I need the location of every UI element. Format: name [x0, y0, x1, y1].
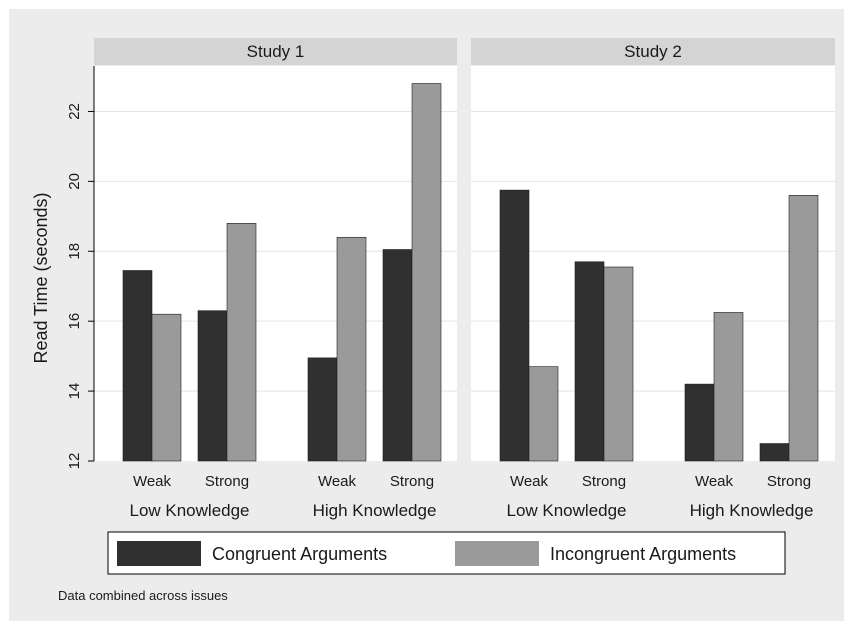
bar-congruent	[574, 261, 605, 462]
category-label: Strong	[205, 473, 249, 490]
bar-incongruent	[788, 195, 819, 462]
legend-swatch-incongruent	[455, 541, 539, 566]
bar-congruent	[759, 443, 790, 462]
category-label: Strong	[390, 473, 434, 490]
category-label: Strong	[767, 473, 811, 490]
panel-strip	[471, 38, 835, 65]
bar-incongruent	[336, 236, 367, 462]
y-axis-title: Read Time (seconds)	[31, 192, 51, 363]
group-label: High Knowledge	[313, 501, 437, 520]
bar-incongruent	[528, 366, 559, 462]
group-label: High Knowledge	[690, 501, 814, 520]
bar-incongruent	[603, 266, 634, 462]
panels-layer: Study 1 Weak Strong Low Knowledge Weak Strong…	[94, 38, 835, 520]
bar-congruent	[684, 383, 715, 462]
panel-title: Study 2	[624, 42, 682, 61]
y-tick-label: 16	[66, 313, 83, 330]
panel-2: Study 2 Weak Strong Low Knowledge Weak Strong…	[471, 38, 835, 520]
y-tick-label: 14	[66, 383, 83, 400]
bar-congruent	[382, 249, 413, 462]
legend-swatch-congruent	[117, 541, 201, 566]
y-tick-label: 20	[66, 173, 83, 190]
y-tick-label: 18	[66, 243, 83, 260]
category-label: Weak	[133, 473, 172, 490]
legend: Congruent Arguments Incongruent Argument…	[107, 531, 786, 575]
panel-1: Study 1 Weak Strong Low Knowledge Weak Strong…	[94, 38, 457, 520]
category-label: Weak	[318, 473, 357, 490]
category-label: Weak	[510, 473, 549, 490]
bar-incongruent	[151, 313, 182, 462]
category-label: Weak	[695, 473, 734, 490]
bar-incongruent	[713, 312, 744, 462]
panel-title: Study 1	[247, 42, 305, 61]
bar-congruent	[499, 189, 530, 462]
bar-congruent	[197, 310, 228, 462]
panel-strip	[94, 38, 457, 65]
bar-incongruent	[411, 83, 442, 462]
category-label: Strong	[582, 473, 626, 490]
legend-frame	[107, 531, 786, 575]
group-label: Low Knowledge	[129, 501, 249, 520]
legend-label-incongruent: Incongruent Arguments	[550, 544, 736, 564]
y-axis: 12 14 16 18 20 22	[66, 66, 95, 470]
bar-incongruent	[226, 223, 257, 462]
y-tick-label: 12	[66, 453, 83, 470]
bar-congruent	[122, 270, 153, 462]
legend-label-congruent: Congruent Arguments	[212, 544, 387, 564]
group-label: Low Knowledge	[506, 501, 626, 520]
chart-note: Data combined across issues	[58, 588, 228, 603]
y-tick-label: 22	[66, 103, 83, 120]
bar-congruent	[307, 357, 338, 462]
